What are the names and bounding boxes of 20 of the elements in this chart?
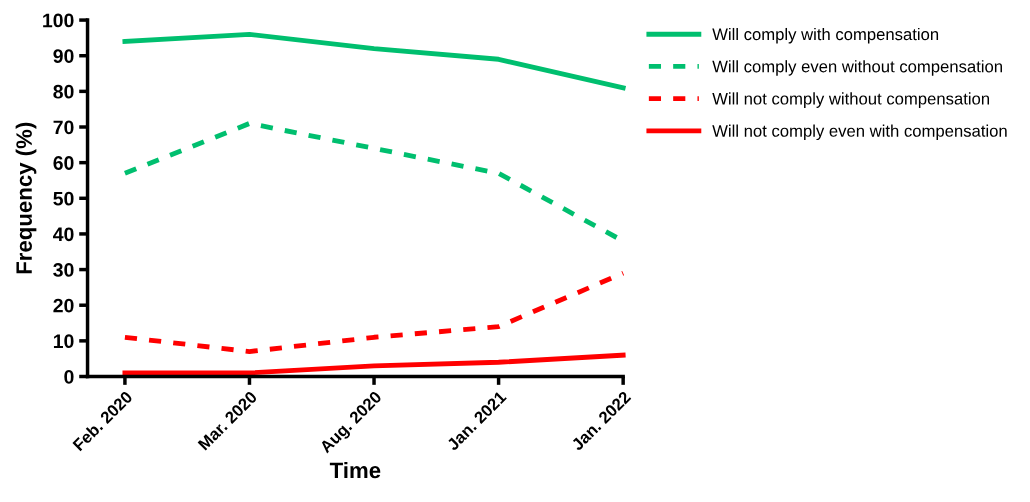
y-tick-label: 10 xyxy=(53,334,74,349)
y-tick-label: 90 xyxy=(53,49,74,63)
legend-label: Will not comply without compensation xyxy=(712,92,990,108)
y-tick-label: 40 xyxy=(53,227,74,242)
y-tick-label: 100 xyxy=(43,13,74,28)
legend-label: Will not comply even with compensation xyxy=(712,124,1007,141)
line-series xyxy=(122,31,626,91)
legend-label: Will comply with compensation xyxy=(712,27,939,44)
y-axis-title: Frequency (%) xyxy=(15,122,37,274)
y-tick-label: 50 xyxy=(53,191,74,206)
y-tick-label: 0 xyxy=(64,369,74,384)
y-tick-label: 20 xyxy=(53,298,74,313)
y-tick-label: 60 xyxy=(53,156,74,170)
y-tick-label: 70 xyxy=(53,120,74,135)
line-series xyxy=(122,352,626,376)
legend-label: Will comply even without compensation xyxy=(712,60,1002,76)
x-axis-title: Time xyxy=(329,461,381,479)
line-series xyxy=(122,270,626,354)
y-tick-label: 30 xyxy=(53,263,74,277)
y-tick-label: 80 xyxy=(53,84,74,99)
